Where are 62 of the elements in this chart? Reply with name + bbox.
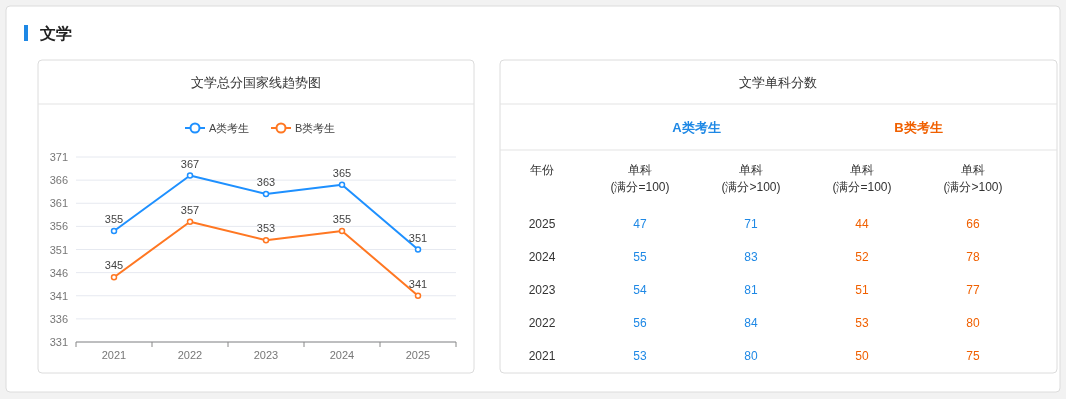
- y-tick-label: 2022: [528, 316, 556, 330]
- data-label: 71: [744, 217, 758, 231]
- data-label: 80: [744, 349, 758, 363]
- x-tick-label: 单科 (满分>100): [943, 163, 1003, 194]
- data-label: 44: [855, 217, 869, 231]
- data-label: 355: [332, 213, 352, 225]
- y-tick-label: 366: [49, 174, 68, 187]
- chart-title: 文学单科分数: [739, 74, 817, 90]
- data-label: 83: [744, 250, 758, 264]
- data-label: 345: [104, 259, 124, 272]
- data-label: 54: [633, 283, 647, 297]
- data-label: 56: [633, 316, 647, 330]
- x-tick-label: 2023: [253, 349, 279, 361]
- y-tick-label: 2025: [528, 217, 556, 231]
- y-tick-label: 336: [49, 312, 68, 325]
- data-label: 52: [855, 250, 869, 264]
- y-tick-label: 341: [49, 289, 68, 302]
- data-label: 55: [633, 250, 647, 264]
- chart-subtitle: 文学总分国家线趋势图: [191, 74, 321, 90]
- legend-item: B类考生: [270, 122, 336, 134]
- data-label: 77: [966, 283, 980, 297]
- data-label: 78: [966, 250, 980, 264]
- data-label: 84: [744, 316, 758, 330]
- data-label: 367: [180, 157, 200, 170]
- legend-label: B类考生: [295, 122, 336, 134]
- text: A类考生: [672, 119, 721, 135]
- data-label: 75: [966, 349, 980, 363]
- y-tick-label: 356: [49, 220, 68, 233]
- chart-title: 文学: [39, 24, 72, 42]
- data-label: 80: [966, 316, 980, 330]
- y-tick-label: 346: [49, 266, 68, 279]
- data-label: 66: [966, 217, 980, 231]
- y-tick-label: 2024: [528, 250, 556, 264]
- data-label: 50: [855, 349, 869, 363]
- x-tick-label: 2022: [177, 349, 203, 361]
- y-tick-label: 351: [49, 243, 68, 256]
- y-tick-label: 2023: [528, 283, 556, 297]
- data-label: 81: [744, 283, 758, 297]
- legend-label: A类考生: [209, 122, 250, 134]
- x-tick-label: 单科 (满分=100): [610, 163, 670, 194]
- data-label: 365: [332, 166, 352, 179]
- data-label: 51: [855, 283, 869, 297]
- data-label: 53: [855, 316, 869, 330]
- data-label: 53: [633, 349, 647, 363]
- y-tick-label: 361: [49, 197, 68, 210]
- x-tick-label: 2025: [405, 349, 431, 361]
- y-tick-label: 331: [49, 336, 68, 348]
- y-tick-label: 371: [49, 151, 68, 163]
- data-label: 363: [256, 176, 276, 188]
- data-label: 351: [408, 231, 428, 244]
- data-label: 47: [633, 217, 647, 231]
- y-axis-title: 年份: [530, 163, 554, 177]
- x-tick-label: 2024: [329, 349, 355, 361]
- legend-item: A类考生: [184, 122, 250, 134]
- text: B类考生: [894, 119, 943, 135]
- x-tick-label: 单科 (满分>100): [721, 163, 781, 194]
- x-tick-label: 2021: [101, 349, 127, 361]
- data-label: 357: [180, 203, 200, 216]
- data-label: 341: [408, 277, 428, 290]
- data-label: 353: [256, 222, 276, 235]
- data-label: 355: [104, 213, 124, 225]
- x-tick-label: 单科 (满分=100): [832, 163, 892, 194]
